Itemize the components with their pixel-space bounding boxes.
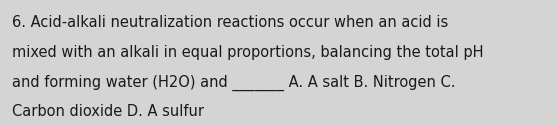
- Text: Carbon dioxide D. A sulfur: Carbon dioxide D. A sulfur: [12, 104, 204, 119]
- Text: mixed with an alkali in equal proportions, balancing the total pH: mixed with an alkali in equal proportion…: [12, 45, 484, 60]
- Text: and forming water (H2O) and _______ A. A salt B. Nitrogen C.: and forming water (H2O) and _______ A. A…: [12, 74, 456, 91]
- Text: 6. Acid-alkali neutralization reactions occur when an acid is: 6. Acid-alkali neutralization reactions …: [12, 15, 449, 30]
